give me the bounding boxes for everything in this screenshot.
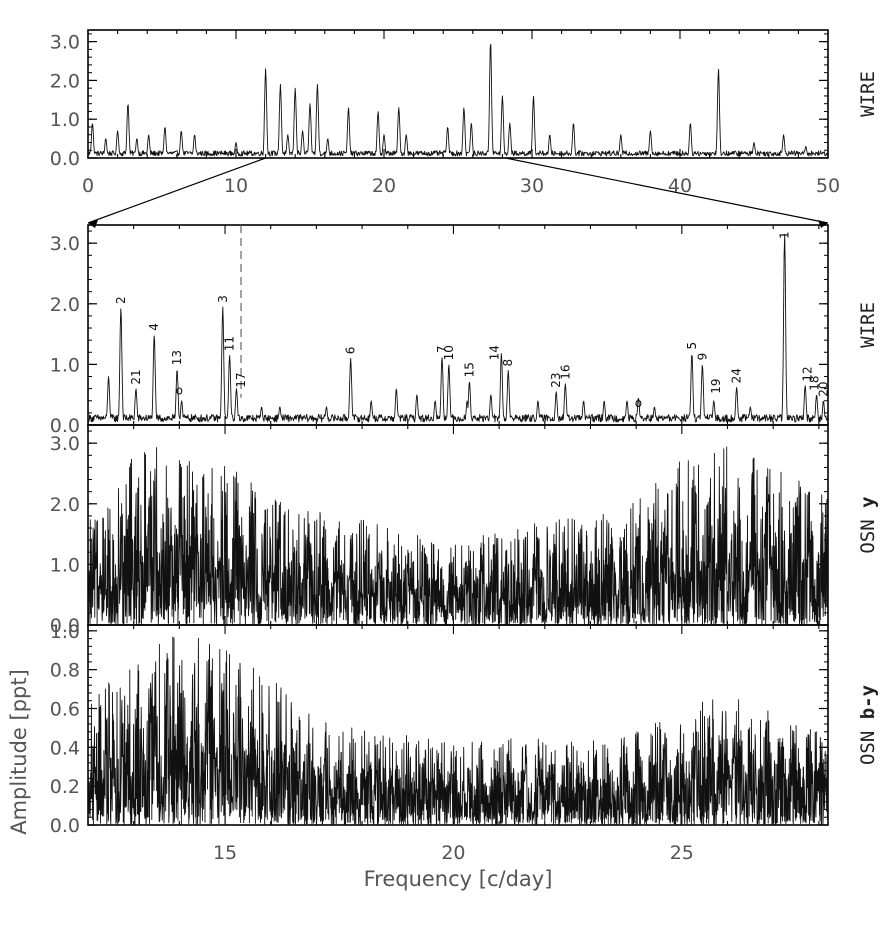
side-label: WIRE — [857, 302, 879, 348]
x-tick-label: 25 — [670, 842, 694, 864]
x-tick-label: 15 — [213, 842, 237, 864]
peak-label: 19 — [709, 378, 723, 393]
side-label: OSN y — [857, 496, 879, 553]
zoom-connector-lines — [87, 157, 829, 228]
x-tick-label: 30 — [520, 175, 544, 197]
series-line — [87, 43, 829, 157]
peak-label: 17 — [234, 372, 248, 387]
peak-label: 3 — [216, 295, 230, 303]
x-tick-labels: 0 10 20 30 40 50 — [82, 175, 840, 197]
x-tick-label: 20 — [441, 842, 465, 864]
y-tick-label: 0.8 — [50, 660, 80, 682]
series-line — [87, 636, 829, 826]
peak-markers: oo — [176, 384, 642, 410]
peak-label: 7 — [435, 345, 449, 353]
peak-label: 15 — [462, 362, 476, 377]
y-tick-label: 1.0 — [50, 554, 80, 576]
y-tick-label: 2.0 — [50, 494, 80, 516]
panel-frame — [87, 29, 829, 159]
peak-label: 12 — [800, 366, 814, 381]
panel-osn-y: 0.0 1.0 2.0 3.0 OSN y — [50, 424, 879, 637]
zoom-arrow-left — [88, 220, 98, 228]
peak-marker: o — [635, 396, 642, 410]
panel-frame — [87, 624, 829, 826]
peak-label: 16 — [558, 365, 572, 380]
x-tick-label: 0 — [82, 175, 94, 197]
peak-label: 11 — [223, 336, 237, 351]
peak-label: 9 — [695, 353, 709, 361]
side-label: OSN b-y — [857, 685, 879, 765]
x-tick-labels: 15 20 25 — [213, 842, 694, 864]
panel-frame — [87, 224, 829, 426]
x-tick-label: 40 — [668, 175, 692, 197]
peak-label: 20 — [816, 382, 830, 397]
series-line — [87, 233, 829, 423]
y-tick-label: 0.0 — [50, 815, 80, 837]
peak-label: 5 — [685, 342, 699, 350]
peak-label: 1 — [778, 231, 792, 239]
y-tick-label: 2.0 — [50, 70, 80, 92]
y-tick-label: 0.6 — [50, 698, 80, 720]
peak-label: 21 — [129, 369, 143, 384]
peak-label: 23 — [549, 372, 563, 387]
y-tick-label: 0.0 — [50, 615, 80, 637]
y-tick-labels: 0.0 1.0 2.0 3.0 — [50, 233, 80, 437]
y-tick-label: 3.0 — [50, 433, 80, 455]
peak-label: 10 — [442, 345, 456, 360]
axis-ticks — [87, 225, 828, 426]
x-tick-label: 50 — [816, 175, 840, 197]
y-axis-title: Amplitude [ppt] — [7, 669, 31, 835]
panel-wire-full: 0.0 1.0 2.0 3.0 0 10 20 30 40 50 WIRE — [50, 29, 879, 197]
x-axis-title: Frequency [c/day] — [364, 867, 553, 891]
peak-label: 6 — [344, 347, 358, 355]
peak-label: 14 — [488, 345, 502, 360]
y-tick-labels: 0.0 1.0 2.0 3.0 — [50, 32, 80, 170]
panel-osn-b-y: 0.0 0.2 0.4 0.6 0.8 1.0 15 20 25 OSN b-y — [50, 621, 879, 864]
zoom-line — [87, 157, 266, 224]
y-tick-label: 3.0 — [50, 32, 80, 54]
zoom-arrow-right — [818, 220, 828, 228]
axis-ticks — [87, 30, 829, 159]
y-tick-label: 0.2 — [50, 776, 80, 798]
peak-label: 8 — [501, 359, 515, 367]
zoom-line — [505, 157, 829, 224]
series-line — [87, 446, 829, 626]
peak-label: 4 — [147, 323, 161, 331]
y-tick-label: 1.0 — [50, 354, 80, 376]
peak-label: 2 — [114, 296, 128, 304]
y-tick-label: 0.0 — [50, 148, 80, 170]
peak-label: 18 — [807, 375, 821, 390]
y-tick-labels: 0.0 1.0 2.0 3.0 — [50, 433, 80, 637]
y-tick-label: 0.4 — [50, 737, 80, 759]
side-label: WIRE — [857, 71, 879, 117]
y-tick-label: 3.0 — [50, 233, 80, 255]
y-tick-labels: 0.0 0.2 0.4 0.6 0.8 1.0 — [50, 621, 80, 837]
y-tick-label: 0.0 — [50, 415, 80, 437]
peak-marker: o — [176, 384, 183, 398]
x-tick-label: 10 — [224, 175, 248, 197]
peak-label: 13 — [170, 350, 184, 365]
y-tick-label: 2.0 — [50, 294, 80, 316]
peak-label: 24 — [730, 368, 744, 383]
y-tick-label: 1.0 — [50, 621, 80, 643]
x-tick-label: 20 — [372, 175, 396, 197]
y-tick-label: 1.0 — [50, 109, 80, 131]
